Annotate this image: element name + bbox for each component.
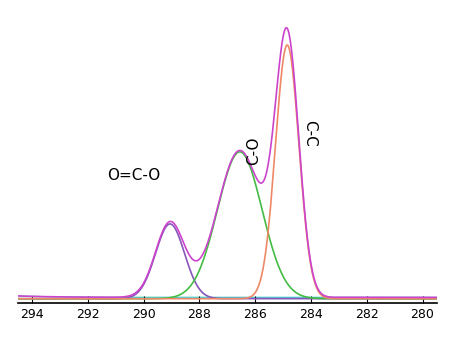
Text: C-O: C-O bbox=[246, 137, 261, 165]
Text: O=C-O: O=C-O bbox=[107, 168, 160, 183]
Text: C-C: C-C bbox=[302, 120, 317, 147]
